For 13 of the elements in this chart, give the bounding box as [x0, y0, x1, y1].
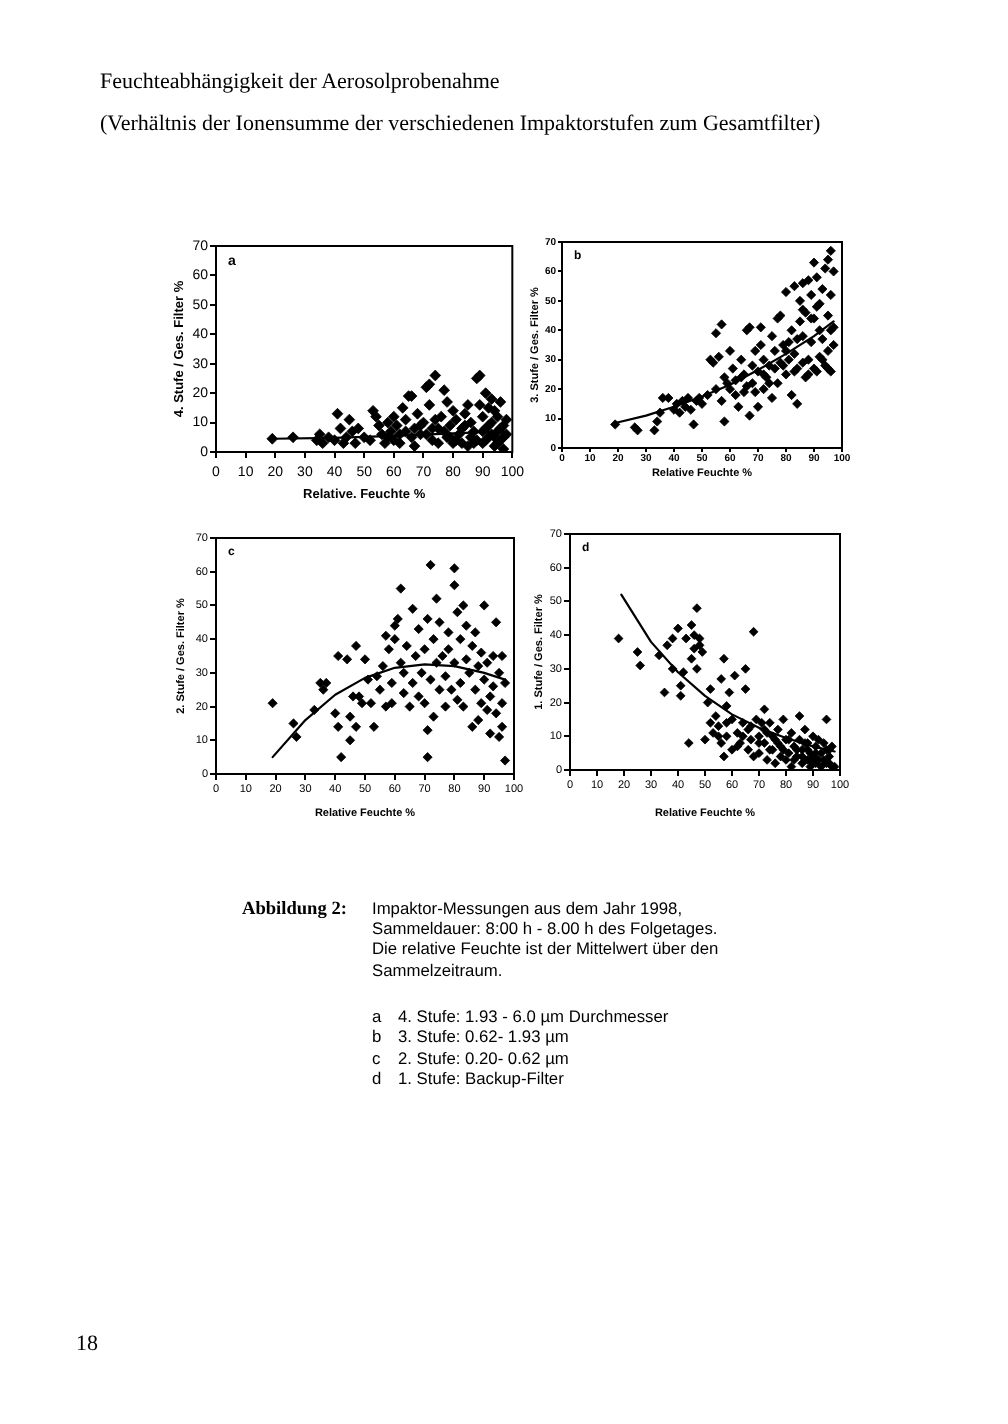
text: b: [372, 1026, 382, 1047]
text: 4. Stufe: 1.93 - 6.0 µm Durchmesser: [398, 1006, 669, 1027]
text: d: [372, 1067, 382, 1088]
chart-title: Feuchteabhängigkeit der Aerosolprobenahme: [100, 70, 500, 94]
text: 1. Stufe: Backup-Filter: [398, 1067, 564, 1089]
text: c: [372, 1047, 381, 1068]
text: Abbildung 2:: [242, 898, 347, 922]
chart-subtitle: (Verhältnis der Ionensumme der verschiedenen Impaktorstufen zum Gesamtfilter): [100, 112, 821, 136]
text: 2. Stufe: 0.20- 0.62 µm: [398, 1047, 569, 1068]
text: 18: [76, 1332, 98, 1358]
text: 3. Stufe: 0.62- 1.93 µm: [398, 1026, 569, 1048]
text: Impaktor-Messungen aus dem Jahr 1998, Sammeldauer: 8:00 h - 8.00 h des Folgetages. Die relative Feuchte ist der Mittelwert über den Sammelzeitraum.: [372, 897, 721, 981]
text: a: [372, 1006, 382, 1026]
